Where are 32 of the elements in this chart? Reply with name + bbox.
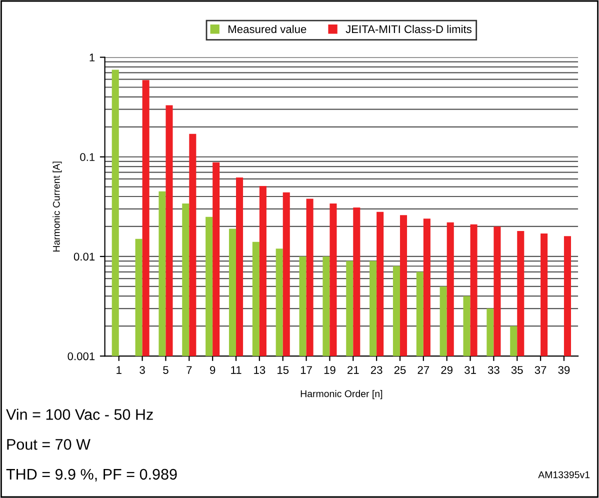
x-tick-label: 29 [441, 366, 452, 374]
x-tick-label: 37 [534, 366, 546, 374]
y-axis-title: Harmonic Current [A] [52, 162, 62, 252]
text: AM13395v1 [538, 471, 590, 478]
x-tick-label: 15 [278, 366, 289, 374]
x-tick-label: 25 [394, 366, 406, 374]
text: Pout = 70 W [7, 438, 90, 450]
x-tick-label: 39 [558, 366, 570, 374]
x-tick-label: 21 [348, 366, 359, 374]
x-tick-label: 5 [163, 366, 168, 374]
x-tick-label: 33 [488, 366, 500, 374]
x-tick-label: 17 [300, 366, 312, 374]
y-tick-label: 0.1 [80, 153, 95, 162]
x-tick-label: 19 [324, 366, 336, 374]
y-tick-label: 1 [90, 54, 95, 62]
x-tick-label: 31 [464, 366, 476, 374]
x-tick-label: 3 [140, 366, 145, 374]
x-tick-label: 27 [418, 366, 430, 374]
legend-label: JEITA-MITI Class-D limits [346, 24, 472, 34]
text: Vin = 100 Vac - 50 Hz [6, 408, 153, 420]
y-tick-label: 0.01 [74, 252, 95, 261]
x-tick-label: 13 [254, 366, 266, 374]
y-tick-label: 0.001 [68, 352, 95, 360]
x-tick-label: 7 [186, 366, 192, 374]
x-tick-label: 1 [116, 366, 122, 374]
legend-label: Measured value [228, 24, 306, 34]
x-axis-title: Harmonic Order [n] [300, 390, 382, 400]
x-tick-label: 23 [370, 366, 382, 374]
x-tick-label: 9 [210, 366, 216, 374]
x-tick-label: 11 [231, 366, 242, 374]
text: THD = 9.9 %, PF = 0.989 [6, 468, 177, 482]
x-tick-label: 35 [511, 366, 523, 374]
